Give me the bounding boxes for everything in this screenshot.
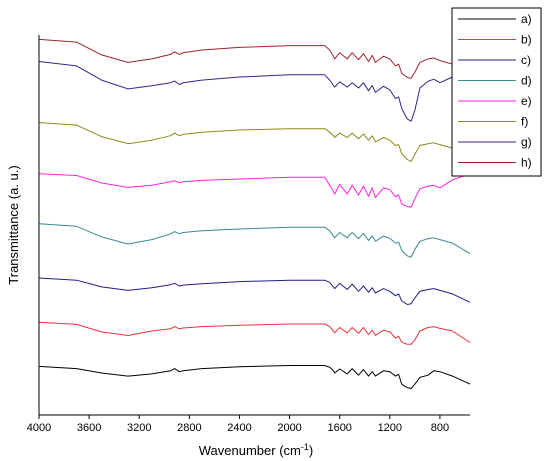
x-tick-label: 1600 [327, 422, 351, 434]
x-tick-label: 2400 [227, 422, 251, 434]
series-line-b [38, 321, 471, 345]
x-axis-title-main: Wavenumber (cm [199, 443, 301, 458]
x-axis-title-close: ) [309, 443, 313, 458]
legend-label: b) [521, 33, 532, 47]
series-line-f [38, 122, 471, 162]
series-layer [38, 38, 471, 389]
series-line-a [38, 365, 471, 389]
x-ticks: 4000 3600 3200 2800 2400 2000 1600 1200 800 [27, 415, 449, 434]
axes-layer [38, 35, 470, 416]
legend-label: g) [521, 135, 532, 149]
legend-label: d) [521, 74, 532, 88]
legend-box [451, 7, 542, 177]
series-line-h [38, 38, 471, 79]
x-tick-label: 3600 [77, 422, 101, 434]
legend-label: f) [521, 115, 528, 129]
x-axis-title-superscript: -1 [301, 442, 309, 452]
x-tick-label: 800 [431, 422, 449, 434]
series-line-d [38, 223, 471, 258]
x-tick-label: 2800 [177, 422, 201, 434]
series-line-e [38, 173, 471, 208]
legend-label: c) [521, 53, 531, 67]
series-line-c [38, 277, 471, 305]
x-tick-label: 4000 [27, 422, 51, 434]
x-axis-title: Wavenumber (cm-1) [199, 442, 313, 458]
x-tick-label: 3200 [127, 422, 151, 434]
legend-label: h) [521, 156, 532, 170]
legend-label: a) [521, 12, 532, 26]
x-tick-label: 2000 [277, 422, 301, 434]
legend: a) b) c) d) e) f) g) h) [451, 7, 542, 177]
legend-label: e) [521, 94, 532, 108]
y-axis-title: Transmittance (a. u.) [6, 165, 21, 284]
series-line-g [38, 61, 471, 122]
x-tick-label: 1200 [378, 422, 402, 434]
